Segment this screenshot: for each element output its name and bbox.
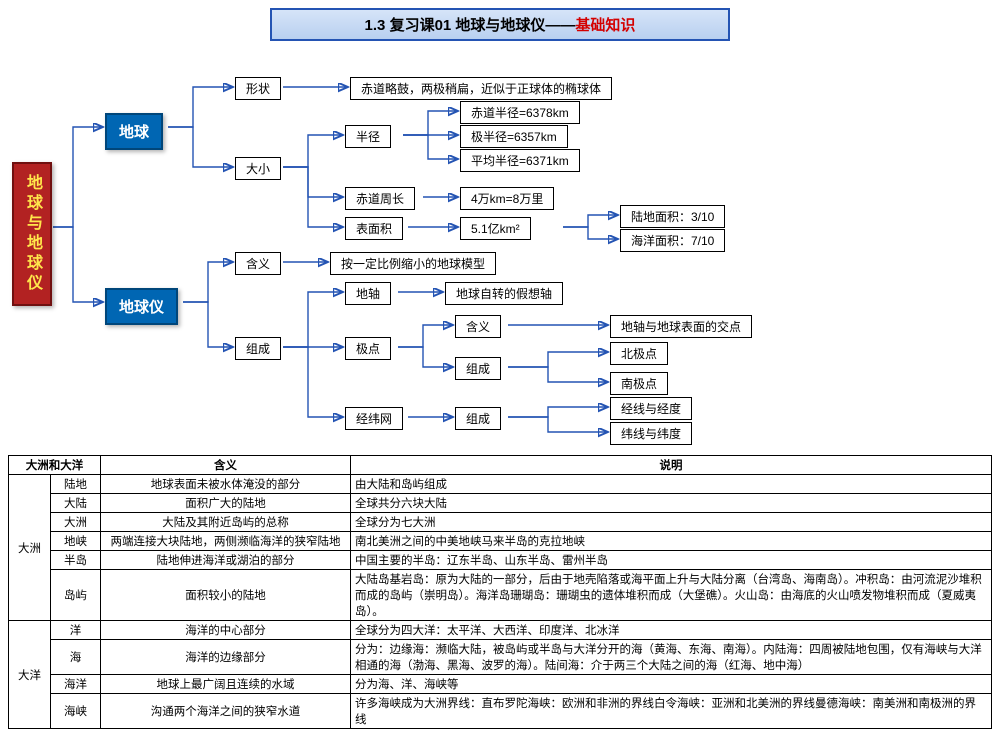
node-shape-desc: 赤道略鼓，两极稍扁，近似于正球体的椭球体 [350, 77, 612, 100]
node-area-v: 5.1亿km² [460, 217, 531, 240]
node-area: 表面积 [345, 217, 403, 240]
node-pole: 极点 [345, 337, 391, 360]
node-circ: 赤道周长 [345, 187, 415, 210]
node-grid-c: 组成 [455, 407, 501, 430]
row-term: 半岛 [51, 551, 101, 570]
table-row: 半岛陆地伸进海洋或湖泊的部分中国主要的半岛：辽东半岛、山东半岛、雷州半岛 [9, 551, 992, 570]
row-meaning: 面积较小的陆地 [101, 570, 351, 621]
node-axis-v: 地球自转的假想轴 [445, 282, 563, 305]
row-meaning: 地球表面未被水体淹没的部分 [101, 475, 351, 494]
group-continent: 大洲 [9, 475, 51, 621]
row-meaning: 陆地伸进海洋或湖泊的部分 [101, 551, 351, 570]
row-note: 中国主要的半岛：辽东半岛、山东半岛、雷州半岛 [351, 551, 992, 570]
node-pole-m: 含义 [455, 315, 501, 338]
row-note: 全球共分六块大陆 [351, 494, 992, 513]
row-meaning: 面积广大的陆地 [101, 494, 351, 513]
row-note: 许多海峡成为大洲界线：直布罗陀海峡：欧洲和非洲的界线白令海峡：亚洲和北美洲的界线… [351, 694, 992, 729]
node-r-eq: 赤道半径=6378km [460, 101, 580, 124]
row-term: 洋 [51, 621, 101, 640]
node-lat: 纬线与纬度 [610, 422, 692, 445]
row-term: 海峡 [51, 694, 101, 729]
node-circ-v: 4万km=8万里 [460, 187, 554, 210]
row-meaning: 大陆及其附近岛屿的总称 [101, 513, 351, 532]
node-meaning: 含义 [235, 252, 281, 275]
table-row: 岛屿面积较小的陆地大陆岛基岩岛：原为大陆的一部分，后由于地壳陷落或海平面上升与大… [9, 570, 992, 621]
row-note: 分为：边缘海：濒临大陆，被岛屿或半岛与大洋分开的海（黄海、东海、南海）。内陆海：… [351, 640, 992, 675]
node-globe: 地球仪 [105, 288, 178, 325]
node-lon: 经线与经度 [610, 397, 692, 420]
node-sp: 南极点 [610, 372, 668, 395]
node-pole-m-v: 地轴与地球表面的交点 [610, 315, 752, 338]
row-note: 南北美洲之间的中美地峡马来半岛的克拉地峡 [351, 532, 992, 551]
row-meaning: 沟通两个海洋之间的狭窄水道 [101, 694, 351, 729]
node-radius: 半径 [345, 125, 391, 148]
node-pole-c: 组成 [455, 357, 501, 380]
node-size: 大小 [235, 157, 281, 180]
node-shape: 形状 [235, 77, 281, 100]
table-row: 地峡两端连接大块陆地，两侧濒临海洋的狭窄陆地南北美洲之间的中美地峡马来半岛的克拉… [9, 532, 992, 551]
root-node: 地球与地球仪 [12, 162, 52, 306]
row-term: 海 [51, 640, 101, 675]
group-ocean: 大洋 [9, 621, 51, 729]
table-row: 大洲大陆及其附近岛屿的总称全球分为七大洲 [9, 513, 992, 532]
node-axis: 地轴 [345, 282, 391, 305]
row-term: 大洲 [51, 513, 101, 532]
row-meaning: 海洋的中心部分 [101, 621, 351, 640]
row-note: 由大陆和岛屿组成 [351, 475, 992, 494]
row-note: 全球分为七大洲 [351, 513, 992, 532]
table-row: 海海洋的边缘部分分为：边缘海：濒临大陆，被岛屿或半岛与大洋分开的海（黄海、东海、… [9, 640, 992, 675]
row-term: 岛屿 [51, 570, 101, 621]
row-note: 全球分为四大洋：太平洋、大西洋、印度洋、北冰洋 [351, 621, 992, 640]
node-comp: 组成 [235, 337, 281, 360]
node-ocean: 海洋面积：7/10 [620, 229, 725, 252]
row-meaning: 海洋的边缘部分 [101, 640, 351, 675]
row-meaning: 两端连接大块陆地，两侧濒临海洋的狭窄陆地 [101, 532, 351, 551]
table-row: 海洋地球上最广阔且连续的水域分为海、洋、海峡等 [9, 675, 992, 694]
row-term: 陆地 [51, 475, 101, 494]
row-meaning: 地球上最广阔且连续的水域 [101, 675, 351, 694]
continents-oceans-table: 大洲和大洋 含义 说明 大洲陆地地球表面未被水体淹没的部分由大陆和岛屿组成大陆面… [8, 455, 992, 729]
table-row: 大陆面积广大的陆地全球共分六块大陆 [9, 494, 992, 513]
node-grid: 经纬网 [345, 407, 403, 430]
page-title: 1.3 复习课01 地球与地球仪——基础知识 [270, 8, 730, 41]
row-note: 分为海、洋、海峡等 [351, 675, 992, 694]
node-meaning-v: 按一定比例缩小的地球模型 [330, 252, 496, 275]
table-row: 大洲陆地地球表面未被水体淹没的部分由大陆和岛屿组成 [9, 475, 992, 494]
node-earth: 地球 [105, 113, 163, 150]
title-suffix: 基础知识 [575, 17, 635, 34]
th-topic: 大洲和大洋 [9, 456, 101, 475]
concept-map: 地球与地球仪 地球 地球仪 形状 赤道略鼓，两极稍扁，近似于正球体的椭球体 大小… [8, 47, 992, 447]
node-land: 陆地面积：3/10 [620, 205, 725, 228]
th-meaning: 含义 [101, 456, 351, 475]
row-term: 海洋 [51, 675, 101, 694]
row-note: 大陆岛基岩岛：原为大陆的一部分，后由于地壳陷落或海平面上升与大陆分离（台湾岛、海… [351, 570, 992, 621]
title-prefix: 1.3 复习课01 地球与地球仪—— [365, 17, 576, 34]
row-term: 大陆 [51, 494, 101, 513]
table-row: 海峡沟通两个海洋之间的狭窄水道许多海峡成为大洲界线：直布罗陀海峡：欧洲和非洲的界… [9, 694, 992, 729]
table-row: 大洋洋海洋的中心部分全球分为四大洋：太平洋、大西洋、印度洋、北冰洋 [9, 621, 992, 640]
node-r-avg: 平均半径=6371km [460, 149, 580, 172]
node-r-pol: 极半径=6357km [460, 125, 568, 148]
node-np: 北极点 [610, 342, 668, 365]
th-note: 说明 [351, 456, 992, 475]
row-term: 地峡 [51, 532, 101, 551]
